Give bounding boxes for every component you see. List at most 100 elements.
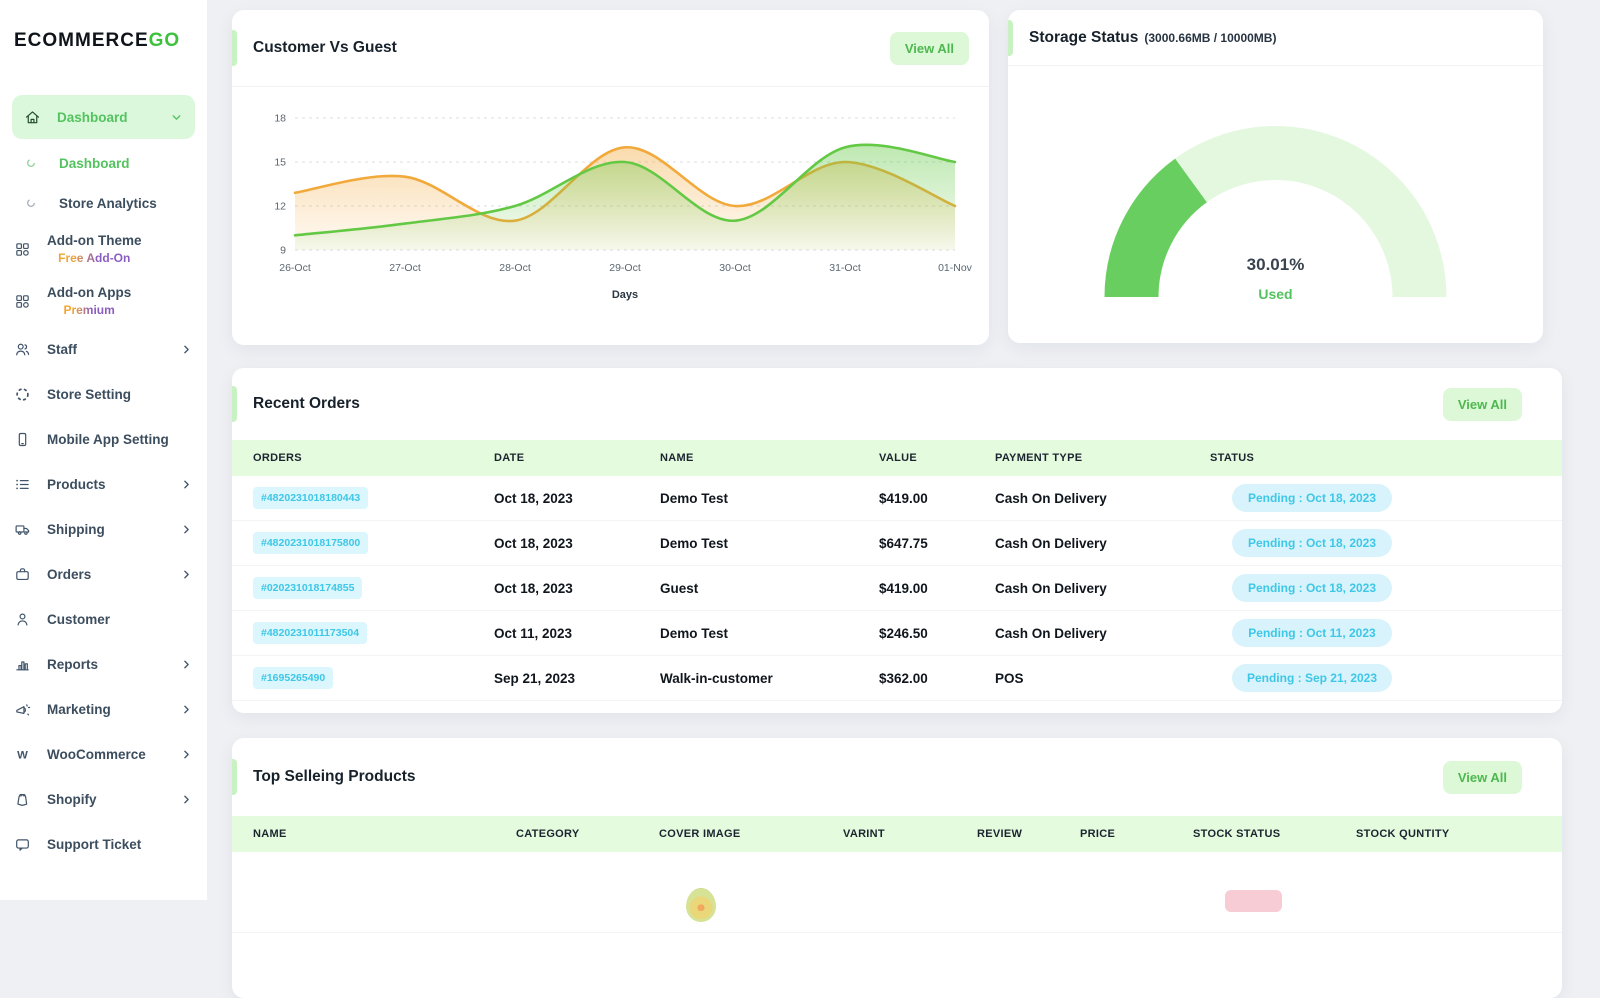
header-accent-bar	[232, 30, 237, 66]
sidebar-item[interactable]: Products	[0, 462, 207, 507]
sidebar-item-label: Dashboard	[57, 110, 128, 125]
chevron-right-icon	[180, 343, 193, 356]
column-header: NAME	[232, 828, 516, 840]
order-value: $246.50	[879, 626, 995, 641]
storage-card-title: Storage Status	[1029, 29, 1138, 47]
column-header: PAYMENT TYPE	[995, 452, 1210, 464]
sidebar-item[interactable]: Reports	[0, 642, 207, 687]
order-id-link[interactable]: #4820231018180443	[253, 487, 368, 509]
sidebar-item[interactable]: Shopify	[0, 777, 207, 822]
column-header: STOCK STATUS	[1193, 828, 1356, 840]
column-header: REVIEW	[977, 828, 1080, 840]
column-header: COVER IMAGE	[659, 828, 843, 840]
recent-orders-title: Recent Orders	[253, 395, 360, 413]
order-payment-type: Cash On Delivery	[995, 536, 1210, 551]
chart-view-all-button[interactable]: View All	[890, 32, 969, 65]
sidebar-item[interactable]: Store Analytics	[0, 183, 207, 223]
orders-table-body: #4820231018180443 Oct 18, 2023 Demo Test…	[232, 476, 1562, 701]
order-id-link[interactable]: #4820231018175800	[253, 532, 368, 554]
products-table-header: NAMECATEGORYCOVER IMAGEVARINTREVIEWPRICE…	[232, 816, 1562, 852]
truck-icon	[14, 521, 44, 538]
svg-text:29-Oct: 29-Oct	[609, 262, 641, 274]
column-header: VARINT	[843, 828, 977, 840]
sidebar-item-label: Add-on Apps	[47, 285, 131, 300]
order-date: Oct 11, 2023	[494, 626, 660, 641]
sidebar-item[interactable]: Dashboard	[12, 95, 195, 139]
bar-chart-icon	[14, 656, 44, 673]
sidebar-item-label: Support Ticket	[47, 837, 141, 852]
order-customer-name: Demo Test	[660, 626, 879, 641]
sidebar-item-label: Store Analytics	[59, 196, 157, 211]
sidebar-item[interactable]: Dashboard	[0, 143, 207, 183]
sidebar-item[interactable]: Store Setting	[0, 372, 207, 417]
order-customer-name: Demo Test	[660, 491, 879, 506]
sidebar-item[interactable]: W WooCommerce	[0, 732, 207, 777]
table-row	[232, 852, 1562, 933]
order-value: $647.75	[879, 536, 995, 551]
sidebar-item-label: Staff	[47, 342, 77, 357]
grid-icon	[14, 293, 44, 310]
chevron-right-icon	[180, 658, 193, 671]
svg-text:12: 12	[274, 201, 286, 213]
sidebar-item[interactable]: Shipping	[0, 507, 207, 552]
order-payment-type: POS	[995, 671, 1210, 686]
sidebar-item-label: Add-on Theme	[47, 233, 142, 248]
briefcase-icon	[14, 566, 44, 583]
mobile-icon	[14, 431, 44, 448]
sidebar-item-label: Mobile App Setting	[47, 432, 169, 447]
orders-view-all-button[interactable]: View All	[1443, 388, 1522, 421]
sidebar-item-label: Store Setting	[47, 387, 131, 402]
top-selling-products-card: Top Selleing Products View All NAMECATEG…	[232, 738, 1562, 998]
sidebar-item[interactable]: Staff	[0, 327, 207, 372]
storage-card-subtitle: (3000.66MB / 10000MB)	[1144, 31, 1276, 45]
sidebar-item[interactable]: Support Ticket	[0, 822, 207, 867]
sidebar-item-badge: Free Add-On	[58, 251, 130, 265]
order-value: $419.00	[879, 581, 995, 596]
recent-orders-card: Recent Orders View All ORDERSDATENAMEVAL…	[232, 368, 1562, 713]
sidebar-item[interactable]: Add-on Apps Premium	[0, 275, 207, 327]
sidebar-item[interactable]: Orders	[0, 552, 207, 597]
column-header: CATEGORY	[516, 828, 659, 840]
header-accent-bar	[232, 759, 237, 795]
loader-icon	[14, 386, 44, 403]
sidebar-item[interactable]: Customer	[0, 597, 207, 642]
column-header: DATE	[494, 452, 660, 464]
chevron-right-icon	[180, 703, 193, 716]
sidebar-item-label: Products	[47, 477, 106, 492]
sidebar-item-label: Shopify	[47, 792, 97, 807]
sidebar-nav: Dashboard Dashboard	[0, 95, 207, 867]
svg-text:15: 15	[274, 157, 286, 169]
order-id-link[interactable]: #020231018174855	[253, 577, 362, 599]
column-header: VALUE	[879, 452, 995, 464]
order-id-link[interactable]: #1695265490	[253, 667, 333, 689]
logo-text-go: GO	[149, 30, 181, 51]
person-icon	[14, 611, 44, 628]
home-icon	[24, 109, 54, 126]
customer-vs-guest-card: Customer Vs Guest View All 912151826-Oct…	[232, 10, 989, 345]
sidebar-item[interactable]: Marketing	[0, 687, 207, 732]
order-status-badge: Pending : Sep 21, 2023	[1232, 664, 1392, 692]
column-header: ORDERS	[232, 452, 494, 464]
svg-text:31-Oct: 31-Oct	[829, 262, 861, 274]
order-id-link[interactable]: #4820231011173504	[253, 622, 367, 644]
sidebar-item[interactable]: Add-on Theme Free Add-On	[0, 223, 207, 275]
list-icon	[14, 476, 44, 493]
svg-text:9: 9	[280, 245, 286, 257]
sidebar: ECOMMERCEGO Dashboard Dashboard	[0, 0, 207, 900]
sidebar-item[interactable]: Mobile App Setting	[0, 417, 207, 462]
circle-icon	[26, 198, 56, 208]
sidebar-item-label: Marketing	[47, 702, 111, 717]
column-header: STOCK QUNTITY	[1356, 828, 1562, 840]
customer-vs-guest-chart: 912151826-Oct27-Oct28-Oct29-Oct30-Oct31-…	[250, 95, 970, 325]
products-view-all-button[interactable]: View All	[1443, 761, 1522, 794]
table-row: #020231018174855 Oct 18, 2023 Guest $419…	[232, 566, 1562, 611]
chevron-right-icon	[180, 523, 193, 536]
orders-table-header: ORDERSDATENAMEVALUEPAYMENT TYPESTATUS	[232, 440, 1562, 476]
shopify-icon	[14, 791, 44, 808]
order-status-badge: Pending : Oct 18, 2023	[1232, 574, 1392, 602]
svg-text:W: W	[17, 749, 28, 761]
table-row: #4820231011173504 Oct 11, 2023 Demo Test…	[232, 611, 1562, 656]
sidebar-item-badge: Premium	[63, 303, 114, 317]
chevron-down-icon	[170, 111, 183, 124]
app-logo: ECOMMERCEGO	[14, 30, 180, 52]
